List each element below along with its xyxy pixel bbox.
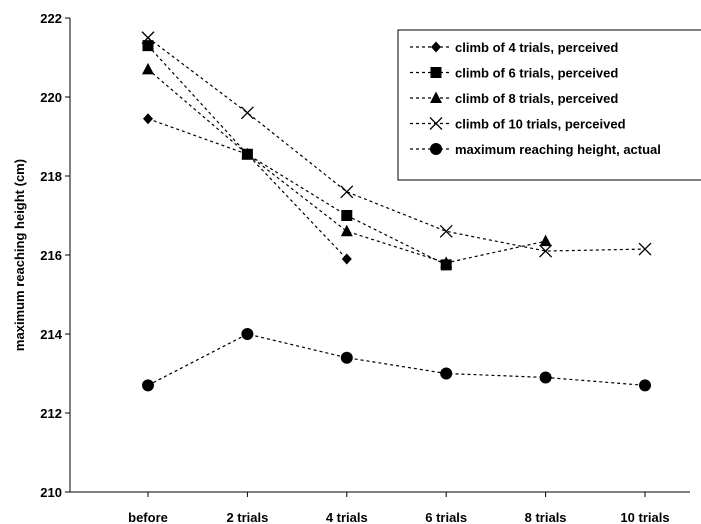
data-point-triangle	[142, 62, 154, 75]
legend-item: climb of 10 trials, perceived	[410, 117, 626, 132]
series-line	[147, 37, 646, 252]
y-tick-label: 220	[40, 90, 62, 105]
x-tick-label: 8 trials	[525, 510, 567, 524]
y-tick-label: 210	[40, 485, 62, 500]
legend-label: climb of 4 trials, perceived	[455, 40, 618, 55]
y-axis-label: maximum reaching height (cm)	[12, 159, 27, 351]
x-marker-stroke	[340, 185, 354, 199]
data-point-triangle	[241, 147, 254, 160]
y-tick-label: 212	[40, 406, 62, 421]
x-marker-stroke	[539, 244, 553, 258]
x-tick-label: 6 trials	[425, 510, 467, 524]
legend-label: maximum reaching height, actual	[455, 142, 661, 157]
axes: 210 212 214 216 218 220 222 before 2 trials 4 tri…	[40, 11, 690, 524]
data-point-x	[141, 31, 155, 45]
legend-box	[397, 29, 701, 181]
data-point-diamond	[341, 253, 352, 265]
y-tick-label: 218	[40, 169, 62, 184]
x-marker-stroke	[429, 117, 443, 130]
legend-item: climb of 6 trials, perceived	[410, 66, 618, 81]
data-point-x	[340, 185, 354, 199]
data-point-square	[142, 40, 154, 52]
y-tick-label: 222	[40, 11, 62, 26]
legend-marker-x	[429, 117, 443, 130]
x-tick-label: 4 trials	[326, 510, 368, 524]
series-4	[141, 31, 652, 258]
series-line	[147, 45, 447, 266]
x-tick-label: before	[128, 510, 168, 524]
data-point-diamond	[143, 113, 153, 125]
legend-marker-circle	[430, 143, 442, 155]
data-point-circle	[539, 371, 552, 384]
legend-marker-triangle	[430, 91, 442, 103]
legend-item: climb of 4 trials, perceived	[410, 40, 618, 55]
series-1	[143, 113, 352, 265]
data-point-triangle	[440, 256, 453, 268]
data-point-circle	[142, 379, 154, 392]
data-point-circle	[440, 367, 453, 380]
series-3	[142, 62, 552, 268]
legend-label: climb of 10 trials, perceived	[455, 117, 626, 132]
legend-marker-diamond	[431, 41, 441, 53]
x-marker-stroke	[240, 106, 254, 120]
data-point-triangle	[340, 224, 353, 237]
legend-label: climb of 8 trials, perceived	[455, 91, 618, 106]
data-point-triangle	[539, 234, 552, 247]
legend-marker-square	[430, 67, 442, 78]
legend: climb of 4 trials, perceived climb of 6 t…	[397, 29, 701, 181]
data-point-circle	[340, 351, 353, 364]
data-point-x	[539, 244, 553, 258]
x-marker-stroke	[141, 31, 155, 45]
data-point-circle	[639, 379, 651, 392]
legend-item: maximum reaching height, actual	[410, 142, 661, 157]
legend-item: climb of 8 trials, perceived	[410, 91, 618, 106]
y-tick-label: 214	[40, 327, 62, 342]
x-marker-stroke	[638, 242, 652, 256]
data-point-x	[638, 242, 652, 256]
data-point-circle	[241, 328, 254, 340]
series-layer	[141, 31, 652, 392]
legend-label: climb of 6 trials, perceived	[455, 66, 618, 81]
x-tick-label: 2 trials	[226, 510, 268, 524]
data-point-square	[341, 210, 353, 221]
series-5	[142, 328, 651, 392]
series-line	[147, 118, 348, 260]
series-line	[147, 333, 646, 386]
data-point-x	[240, 106, 254, 120]
x-marker-stroke	[439, 224, 453, 238]
x-tick-label: 10 trials	[620, 510, 669, 524]
data-point-x	[439, 224, 453, 238]
y-tick-label: 216	[40, 248, 62, 263]
